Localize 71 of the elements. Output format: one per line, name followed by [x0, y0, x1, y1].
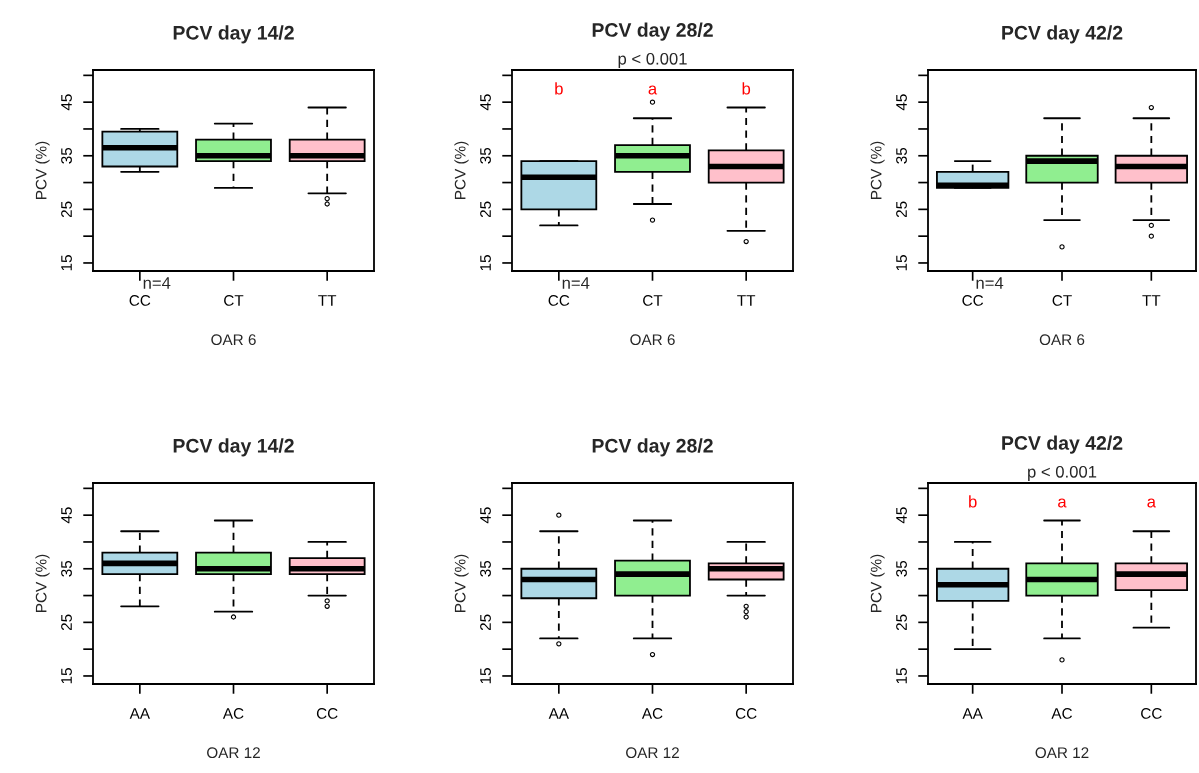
y-axis-title: PCV (%)	[35, 141, 50, 199]
chart-title: PCV day 42/2	[1002, 435, 1123, 454]
y-tick-label: 15	[896, 668, 907, 684]
y-tick-label: 15	[480, 668, 491, 684]
chart-title: PCV day 42/2	[1002, 25, 1123, 44]
x-tick-label: CC	[735, 708, 757, 719]
y-axis-title: PCV (%)	[870, 554, 885, 612]
chart-subtitle: p < 0.001	[618, 52, 687, 68]
y-axis-title: PCV (%)	[454, 141, 469, 199]
text: n=4	[976, 277, 1004, 289]
x-tick-label: AC	[222, 708, 244, 719]
y-tick-label: 35	[61, 147, 72, 164]
x-axis-title: OAR 12	[1035, 747, 1089, 759]
x-tick-label: CC	[548, 295, 570, 306]
text: n=4	[562, 277, 590, 289]
y-axis-title: PCV (%)	[35, 554, 50, 612]
x-tick-label: AC	[1051, 708, 1073, 719]
y-tick-label: 25	[480, 201, 491, 218]
x-tick-label: CC	[1141, 708, 1162, 719]
y-axis-title: PCV (%)	[870, 141, 885, 199]
y-axis-title: PCV (%)	[454, 554, 469, 612]
y-tick-label: 45	[480, 94, 491, 111]
x-tick-label: CC	[962, 295, 984, 306]
y-tick-label: 25	[896, 201, 907, 218]
y-tick-label: 45	[896, 94, 907, 111]
x-tick-label: AA	[962, 708, 983, 719]
y-tick-label: 45	[61, 507, 72, 524]
annotation: a	[1058, 498, 1067, 508]
y-tick-label: 35	[480, 147, 491, 164]
y-tick-label: 15	[61, 668, 72, 684]
x-tick-label: TT	[737, 295, 756, 306]
y-tick-label: 25	[61, 614, 72, 631]
x-tick-label: CT	[224, 295, 244, 306]
x-tick-label: AA	[548, 708, 569, 719]
x-tick-label: CT	[643, 295, 663, 306]
y-tick-label: 25	[61, 201, 72, 218]
y-tick-label: 35	[480, 560, 491, 577]
annotation: b	[555, 82, 563, 95]
y-tick-label: 15	[480, 255, 491, 271]
y-tick-label: 35	[61, 560, 72, 577]
x-tick-label: CC	[316, 708, 338, 719]
annotation: a	[1147, 498, 1156, 508]
x-tick-label: TT	[318, 295, 337, 306]
annotation: b	[742, 82, 751, 95]
y-tick-label: 45	[896, 507, 907, 524]
chart-title: PCV day 14/2	[173, 25, 294, 44]
x-tick-label: CC	[129, 295, 151, 306]
annotation: a	[648, 85, 658, 95]
text: n=4	[143, 277, 171, 289]
x-axis-title: OAR 6	[630, 334, 675, 346]
y-tick-label: 35	[896, 147, 907, 164]
y-tick-label: 15	[896, 255, 907, 271]
y-tick-label: 45	[61, 94, 72, 111]
y-tick-label: 45	[480, 507, 491, 524]
y-tick-label: 35	[896, 560, 907, 577]
x-tick-label: AA	[129, 708, 150, 719]
y-tick-label: 15	[61, 255, 72, 271]
chart-subtitle: p < 0.001	[1028, 465, 1097, 481]
annotation: b	[969, 495, 977, 508]
x-tick-label: CT	[1052, 295, 1072, 306]
x-tick-label: TT	[1142, 295, 1161, 306]
x-axis-title: OAR 6	[211, 334, 256, 346]
chart-title: PCV day 28/2	[592, 22, 713, 41]
x-axis-title: OAR 12	[207, 747, 260, 759]
chart-title: PCV day 28/2	[592, 438, 713, 457]
chart-title: PCV day 14/2	[173, 438, 294, 457]
x-tick-label: AC	[641, 708, 663, 719]
y-tick-label: 25	[480, 614, 491, 631]
x-axis-title: OAR 12	[626, 747, 679, 759]
x-axis-title: OAR 6	[1039, 334, 1085, 346]
y-tick-label: 25	[896, 614, 907, 631]
